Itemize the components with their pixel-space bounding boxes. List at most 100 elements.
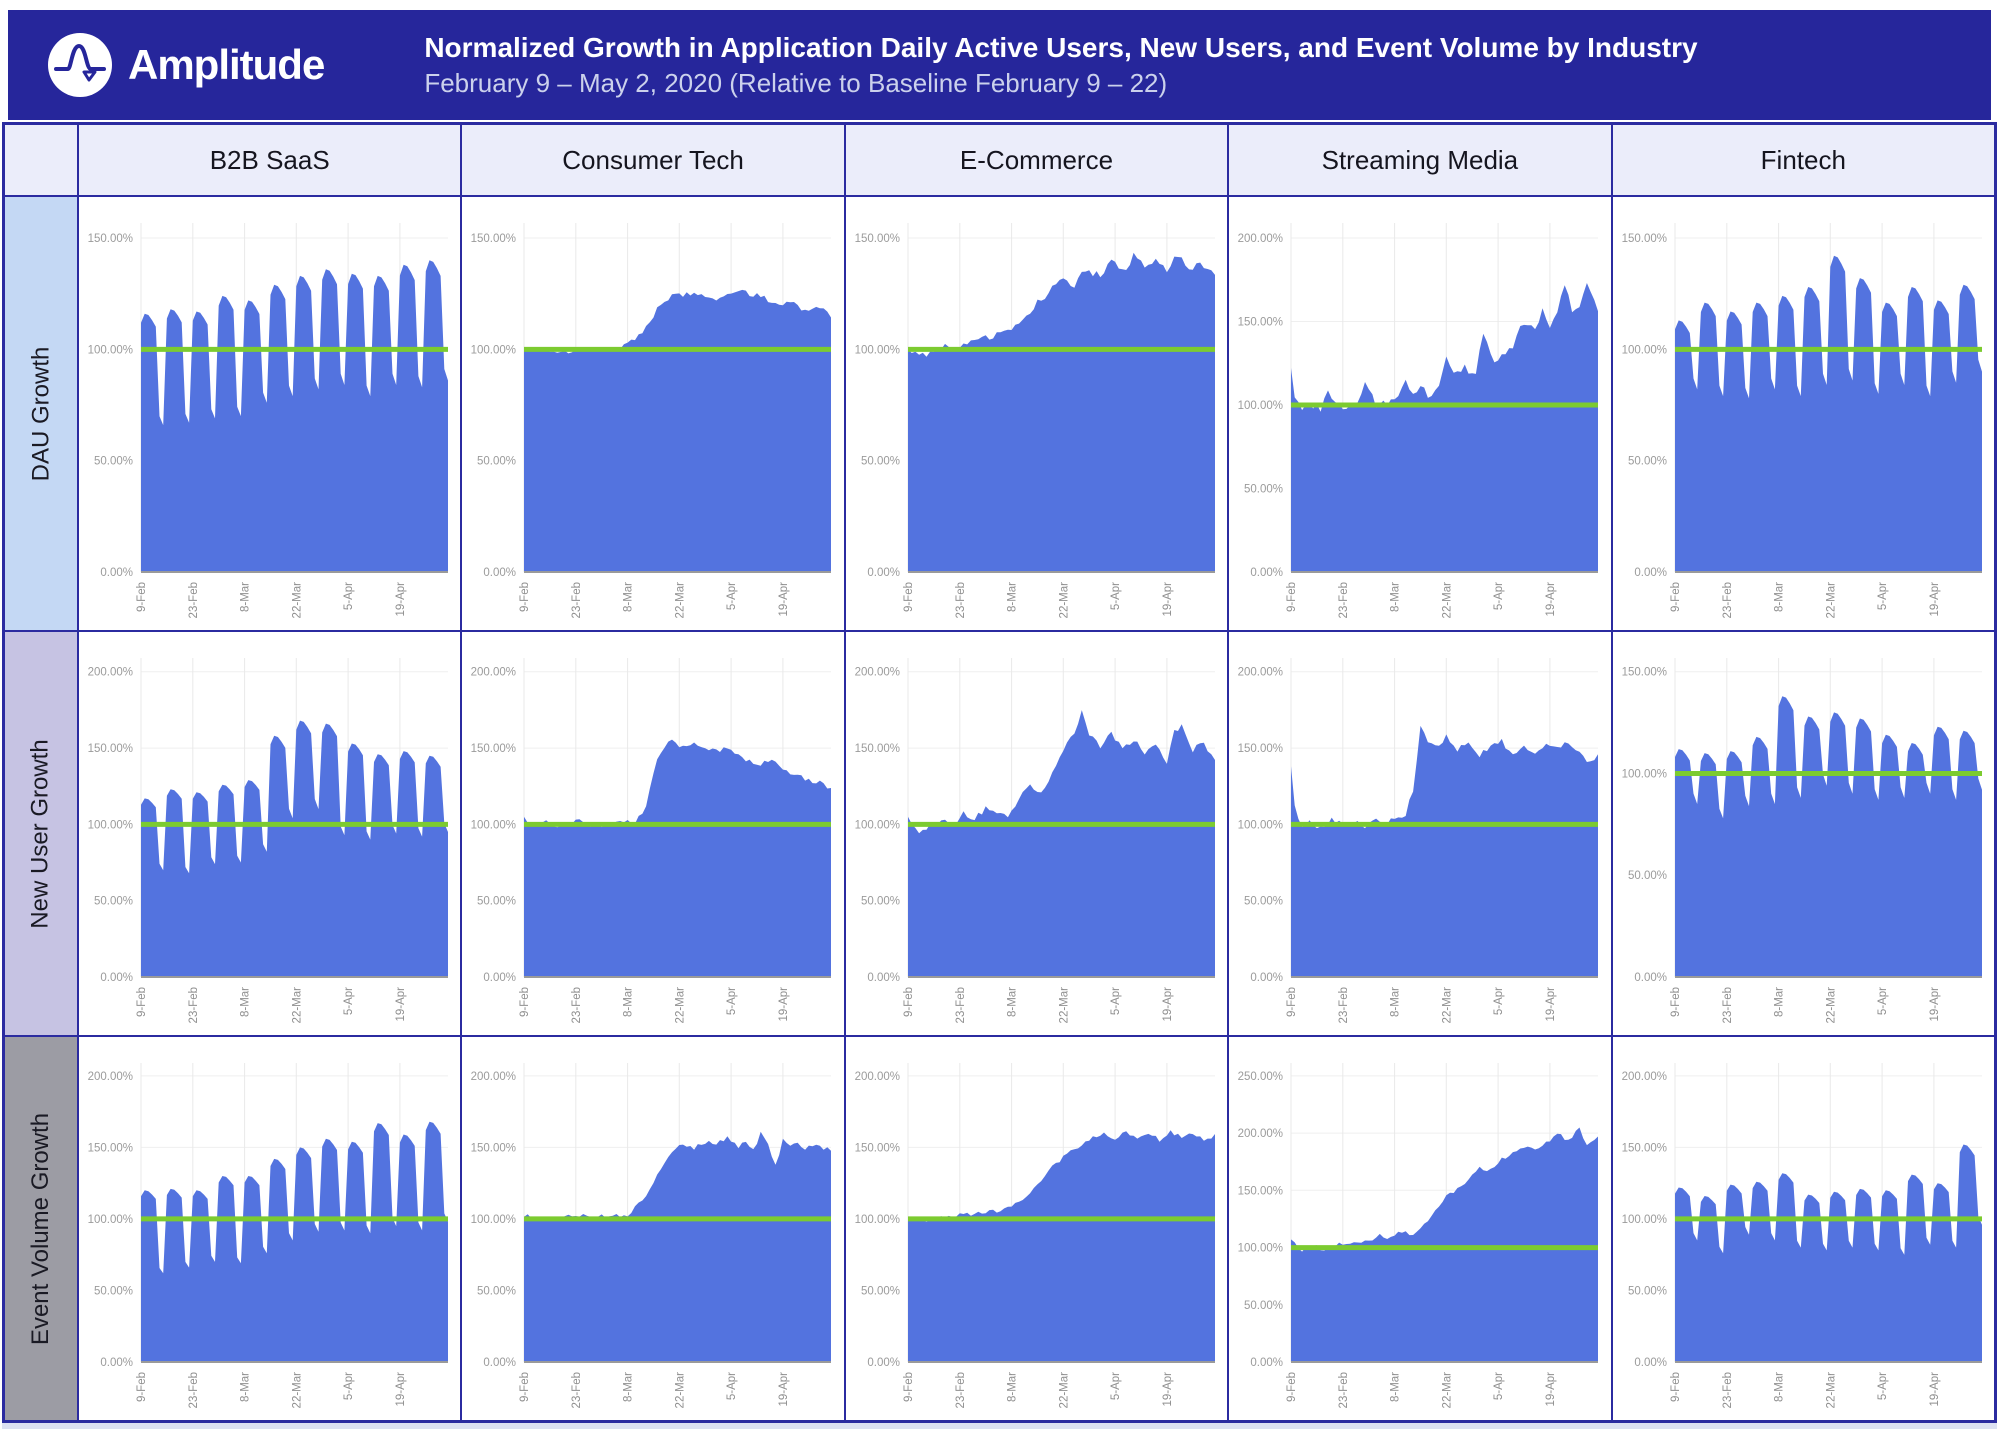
svg-text:22-Mar: 22-Mar <box>1058 582 1070 619</box>
svg-text:150.00%: 150.00% <box>471 1142 516 1154</box>
svg-text:100.00%: 100.00% <box>1621 769 1666 781</box>
svg-text:50.00%: 50.00% <box>1244 896 1283 908</box>
page-title: Normalized Growth in Application Daily A… <box>424 32 1698 64</box>
area-chart-svg: 0.00% 50.00% 100.00% 150.00% 200.00% 9-Feb 23-… <box>1238 658 1599 1023</box>
svg-text:19-Apr: 19-Apr <box>1545 987 1557 1022</box>
svg-text:50.00%: 50.00% <box>94 896 133 908</box>
svg-text:100.00%: 100.00% <box>1238 400 1283 412</box>
svg-text:150.00%: 150.00% <box>1238 743 1283 755</box>
svg-text:23-Feb: 23-Feb <box>1338 987 1350 1023</box>
svg-text:19-Apr: 19-Apr <box>1545 1372 1557 1407</box>
svg-text:22-Mar: 22-Mar <box>675 987 687 1024</box>
svg-text:100.00%: 100.00% <box>88 819 133 831</box>
svg-text:19-Apr: 19-Apr <box>1162 987 1174 1022</box>
chart-cell: 0.00% 50.00% 100.00% 150.00% 200.00% 9-Feb 23-… <box>845 632 1228 1035</box>
svg-text:22-Mar: 22-Mar <box>1058 1372 1070 1409</box>
svg-text:100.00%: 100.00% <box>1621 1214 1666 1226</box>
chart-cell: 0.00% 50.00% 100.00% 150.00% 200.00% 9-Feb 23-… <box>462 1037 844 1420</box>
svg-text:50.00%: 50.00% <box>94 456 133 468</box>
svg-text:5-Apr: 5-Apr <box>1493 987 1505 1015</box>
svg-text:9-Feb: 9-Feb <box>903 987 915 1017</box>
svg-text:22-Mar: 22-Mar <box>1441 1372 1453 1409</box>
header-bar: Amplitude Normalized Growth in Applicati… <box>8 10 1991 120</box>
svg-text:23-Feb: 23-Feb <box>1721 987 1733 1023</box>
svg-text:150.00%: 150.00% <box>471 233 516 245</box>
chart-cell: 0.00% 50.00% 100.00% 150.00% 200.00% 9-Feb 23-… <box>462 632 844 1035</box>
svg-text:0.00%: 0.00% <box>1634 567 1667 579</box>
svg-text:0.00%: 0.00% <box>100 1357 133 1369</box>
svg-text:8-Mar: 8-Mar <box>1390 1372 1402 1402</box>
svg-text:19-Apr: 19-Apr <box>1162 1372 1174 1407</box>
svg-text:9-Feb: 9-Feb <box>136 1372 148 1402</box>
svg-text:100.00%: 100.00% <box>1238 1243 1283 1255</box>
svg-text:9-Feb: 9-Feb <box>1286 582 1298 612</box>
svg-text:23-Feb: 23-Feb <box>188 1372 200 1408</box>
svg-text:200.00%: 200.00% <box>854 1071 899 1083</box>
svg-text:100.00%: 100.00% <box>1238 819 1283 831</box>
svg-text:19-Apr: 19-Apr <box>1928 987 1940 1022</box>
svg-text:0.00%: 0.00% <box>867 1357 900 1369</box>
svg-text:5-Apr: 5-Apr <box>726 1372 738 1400</box>
chart-cell: 0.00% 50.00% 100.00% 150.00% 200.00% 9-Feb 23-… <box>1612 1037 1994 1420</box>
svg-text:100.00%: 100.00% <box>1621 344 1666 356</box>
svg-text:9-Feb: 9-Feb <box>136 582 148 612</box>
svg-text:250.00%: 250.00% <box>1238 1071 1283 1083</box>
svg-text:5-Apr: 5-Apr <box>1493 1372 1505 1400</box>
svg-text:50.00%: 50.00% <box>861 1286 900 1298</box>
area-chart-svg: 0.00% 50.00% 100.00% 150.00% 200.00% 9-Feb 23-… <box>1621 1063 1982 1409</box>
svg-text:200.00%: 200.00% <box>471 667 516 679</box>
svg-text:23-Feb: 23-Feb <box>571 1372 583 1408</box>
svg-text:19-Apr: 19-Apr <box>395 582 407 617</box>
svg-text:19-Apr: 19-Apr <box>395 987 407 1022</box>
svg-text:150.00%: 150.00% <box>1621 1142 1666 1154</box>
column-header-consumer-tech: Consumer Tech <box>462 125 844 195</box>
svg-text:200.00%: 200.00% <box>854 667 899 679</box>
svg-text:8-Mar: 8-Mar <box>1006 582 1018 612</box>
chart-cell: 0.00% 50.00% 100.00% 150.00% 200.00% 9-Feb 23-… <box>1229 632 1611 1035</box>
svg-text:22-Mar: 22-Mar <box>1825 582 1837 619</box>
svg-text:9-Feb: 9-Feb <box>1670 582 1682 612</box>
svg-text:150.00%: 150.00% <box>1621 233 1666 245</box>
svg-text:19-Apr: 19-Apr <box>778 582 790 617</box>
svg-text:8-Mar: 8-Mar <box>623 1372 635 1402</box>
area-chart-svg: 0.00% 50.00% 100.00% 150.00% 9-Feb 23-Feb 8-Ma… <box>88 223 448 619</box>
svg-text:22-Mar: 22-Mar <box>1825 1372 1837 1409</box>
svg-text:22-Mar: 22-Mar <box>291 582 303 619</box>
column-header-b2b-saas: B2B SaaS <box>79 125 461 195</box>
svg-text:19-Apr: 19-Apr <box>1928 1372 1940 1407</box>
svg-text:100.00%: 100.00% <box>854 344 899 356</box>
svg-text:22-Mar: 22-Mar <box>675 582 687 619</box>
svg-text:9-Feb: 9-Feb <box>136 987 148 1017</box>
svg-text:5-Apr: 5-Apr <box>343 1372 355 1400</box>
svg-text:0.00%: 0.00% <box>100 972 133 984</box>
area-chart-svg: 0.00% 50.00% 100.00% 150.00% 200.00% 9-Feb 23-… <box>88 1063 448 1409</box>
svg-text:19-Apr: 19-Apr <box>778 987 790 1022</box>
svg-text:50.00%: 50.00% <box>861 896 900 908</box>
svg-text:19-Apr: 19-Apr <box>778 1372 790 1407</box>
column-header-ecommerce: E-Commerce <box>845 125 1228 195</box>
svg-text:22-Mar: 22-Mar <box>675 1372 687 1409</box>
amplitude-logo-icon <box>48 33 112 97</box>
area-chart-svg: 0.00% 50.00% 100.00% 150.00% 200.00% 9-Feb 23-… <box>88 658 448 1023</box>
svg-text:19-Apr: 19-Apr <box>1162 582 1174 617</box>
svg-text:100.00%: 100.00% <box>854 1214 899 1226</box>
svg-text:150.00%: 150.00% <box>854 233 899 245</box>
svg-text:0.00%: 0.00% <box>484 567 517 579</box>
svg-text:200.00%: 200.00% <box>1238 667 1283 679</box>
svg-text:23-Feb: 23-Feb <box>955 1372 967 1408</box>
area-chart-svg: 0.00% 50.00% 100.00% 150.00% 9-Feb 23-Feb 8-Ma… <box>1621 658 1982 1024</box>
svg-text:150.00%: 150.00% <box>88 1142 133 1154</box>
chart-cell: 0.00% 50.00% 100.00% 150.00% 200.00% 9-Feb 23-… <box>845 1037 1228 1420</box>
svg-text:22-Mar: 22-Mar <box>1825 987 1837 1024</box>
svg-text:9-Feb: 9-Feb <box>519 582 531 612</box>
svg-text:150.00%: 150.00% <box>88 743 133 755</box>
svg-text:8-Mar: 8-Mar <box>240 582 252 612</box>
svg-text:22-Mar: 22-Mar <box>291 1372 303 1409</box>
amplitude-logo: Amplitude <box>48 33 325 97</box>
svg-text:100.00%: 100.00% <box>471 1214 516 1226</box>
svg-text:8-Mar: 8-Mar <box>240 987 252 1017</box>
svg-text:5-Apr: 5-Apr <box>1110 582 1122 610</box>
svg-text:0.00%: 0.00% <box>484 972 517 984</box>
area-chart-svg: 0.00% 50.00% 100.00% 150.00% 9-Feb 23-Feb 8-Ma… <box>471 223 832 619</box>
svg-text:50.00%: 50.00% <box>94 1286 133 1298</box>
